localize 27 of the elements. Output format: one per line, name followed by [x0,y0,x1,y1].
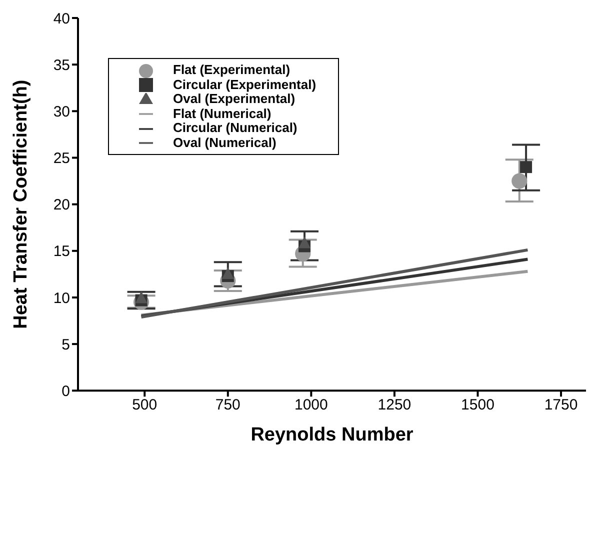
y-tick-label: 25 [53,150,70,168]
legend-label: Flat (Numerical) [173,106,272,121]
y-tick-label: 20 [53,196,70,214]
x-tick-label: 1250 [378,396,412,414]
point [520,161,532,174]
x-tick-label: 500 [132,396,158,414]
point [222,266,234,279]
point [512,173,528,189]
y-axis-title: Heat Transfer Coefficient(h) [10,80,32,329]
point [298,236,311,248]
x-tick-label: 1750 [544,396,578,414]
y-tick-label: 5 [62,336,70,354]
legend-label: Oval (Numerical) [173,134,276,150]
y-tick-label: 40 [53,10,70,28]
legend-label: Oval (Experimental) [173,91,296,106]
x-tick-label: 750 [215,396,240,414]
y-tick-label: 35 [53,56,70,74]
x-tick-label: 1500 [461,396,494,414]
x-tick-label: 1000 [294,396,328,414]
x-axis-title: Reynolds Number [250,424,414,446]
y-tick-label: 30 [53,103,70,120]
y-tick-label: 0 [62,382,70,400]
legend-label: Flat (Experimental) [173,62,290,77]
y-tick-label: 15 [53,243,70,260]
y-tick-label: 10 [53,290,70,307]
legend-label: Circular (Numerical) [173,120,298,136]
legend-label: Circular (Experimental) [173,76,316,92]
